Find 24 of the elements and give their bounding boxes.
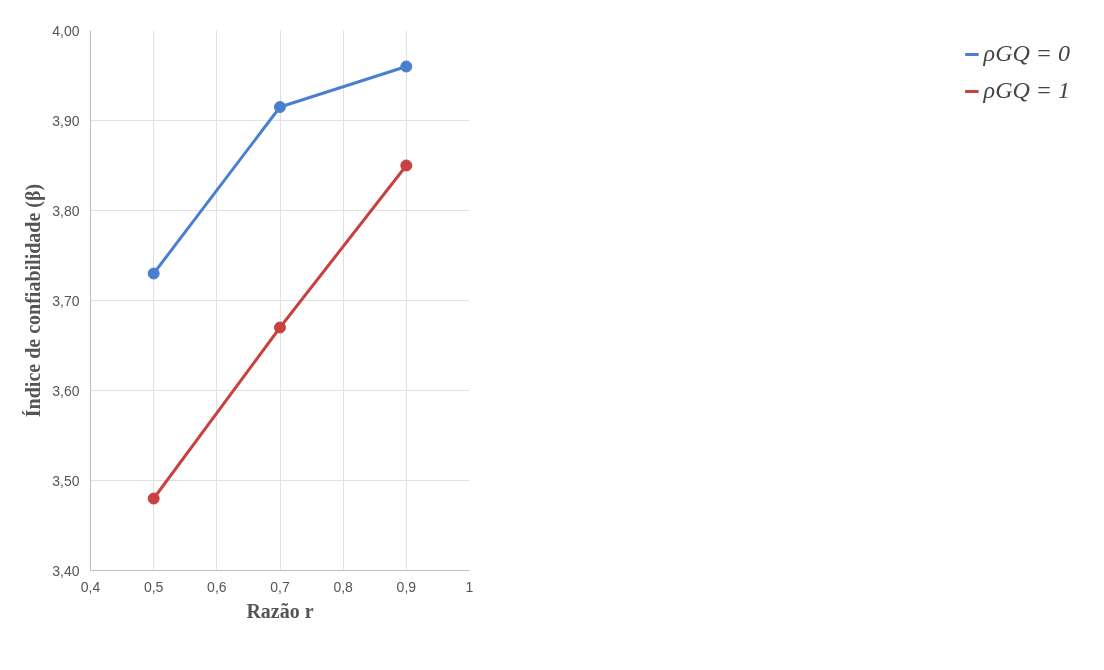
x-tick-label: 1 (465, 578, 474, 595)
point (400, 60, 413, 73)
point (147, 267, 160, 280)
x-tick-label: 0,5 (143, 578, 164, 595)
y-tick-label: 3,80 (52, 202, 80, 219)
point (400, 159, 413, 172)
y-tick-label: 3,40 (52, 562, 80, 579)
point (274, 101, 286, 113)
x-tick-label: 0,6 (207, 578, 227, 595)
point (147, 492, 160, 505)
x-tick-label: 0,8 (333, 578, 354, 595)
y-tick-label: 3,70 (52, 292, 80, 309)
x-axis-title: Razão r (246, 599, 314, 622)
y-tick-label: 3,60 (52, 382, 80, 399)
y-tick-label: 3,90 (52, 112, 80, 129)
x-tick-label: 0,4 (80, 578, 101, 595)
legend-label: ρGQ = 1 (983, 77, 1070, 104)
point (274, 321, 286, 334)
x-tick-label: 0,9 (396, 578, 417, 595)
legend-label: ρGQ = 0 (983, 40, 1070, 67)
y-tick-label: 4,00 (52, 22, 80, 39)
y-axis-title: Índice de confiabilidade (β) (22, 183, 46, 418)
y-tick-label: 3,50 (52, 472, 80, 489)
x-tick-label: 0,7 (270, 578, 290, 595)
